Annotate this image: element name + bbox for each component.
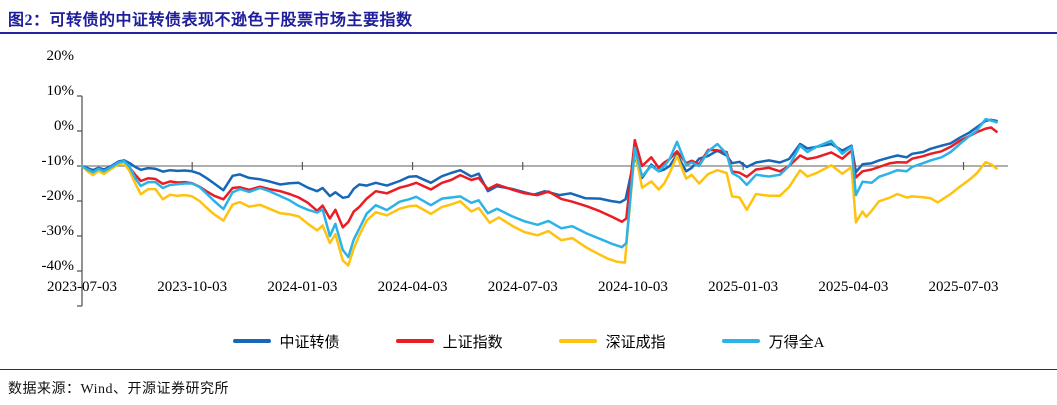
legend-item: 深证成指 [558,331,666,352]
x-axis-label: 2025-07-03 [928,279,999,295]
y-axis-label: -20% [41,188,75,204]
legend-swatch [232,339,271,343]
legend-swatch [558,339,597,343]
legend-swatch [721,339,760,343]
x-axis-label: 2024-07-03 [487,279,558,295]
y-axis-label: 0% [54,118,74,134]
legend-swatch [395,339,434,343]
x-axis-label: 2024-04-03 [377,279,448,295]
x-axis-label: 2025-01-03 [708,279,779,295]
title-underline [0,32,1057,34]
series-line-3 [80,148,998,267]
y-axis-label: -10% [41,153,75,169]
y-axis-label: 20% [46,48,75,64]
x-axis-label: 2023-10-03 [157,279,228,295]
source-divider [0,369,1057,370]
x-axis-label: 2024-10-03 [597,279,668,295]
legend-label: 深证成指 [605,334,666,351]
legend-item: 万得全A [721,331,825,352]
x-axis-label: 2023-07-03 [47,279,117,295]
x-axis-label: 2025-04-03 [818,279,889,295]
y-axis-label: -30% [41,223,75,239]
chart-legend: 中证转债 上证指数 深证成指 万得全A [0,330,1057,352]
y-axis-label: -40% [41,258,75,274]
page-title: 图2：可转债的中证转债表现不逊色于股票市场主要指数 [8,12,413,29]
plot-canvas [77,95,1008,307]
legend-item: 上证指数 [395,331,503,352]
legend-label: 上证指数 [442,334,503,351]
legend-item: 中证转债 [232,331,340,352]
y-axis-label: 10% [46,83,75,99]
x-axis-label: 2024-01-03 [267,279,338,295]
source-text: 数据来源：Wind、开源证券研究所 [8,382,230,397]
series-line-2 [80,126,998,229]
legend-label: 中证转债 [279,334,340,351]
legend-label: 万得全A [768,334,825,351]
series-line-4 [80,117,998,259]
chart-area: 20% 10% 0% -10% -20% -30% -40% 2023-07-03 2023-… [0,40,1057,330]
